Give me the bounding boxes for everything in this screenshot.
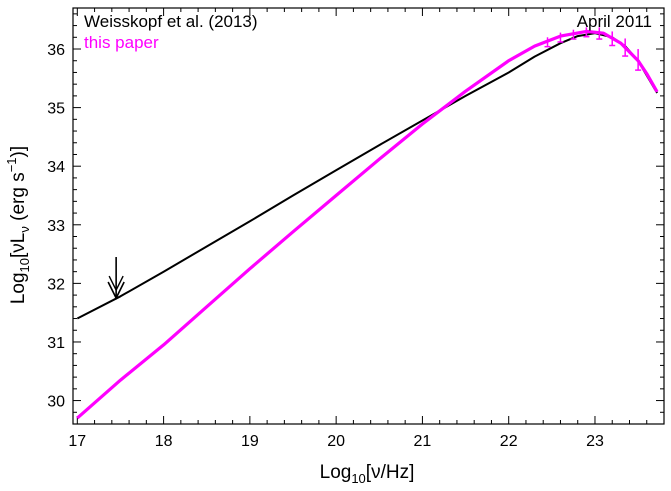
error-bar bbox=[609, 31, 616, 47]
x-tick-label: 19 bbox=[241, 433, 259, 450]
upper-limit-arrow bbox=[107, 257, 125, 300]
error-bar bbox=[596, 27, 603, 40]
error-bar bbox=[583, 27, 590, 38]
y-tick-label: 36 bbox=[47, 42, 65, 59]
legend-entry-weisskopf: Weisskopf et al. (2013) bbox=[84, 12, 258, 31]
y-tick-label: 35 bbox=[47, 101, 65, 118]
series-layer bbox=[76, 29, 659, 420]
y-tick-labels: 30 31 32 33 34 35 36 bbox=[47, 42, 65, 411]
error-bar bbox=[635, 49, 642, 71]
legend-entry-this-paper: this paper bbox=[84, 33, 159, 52]
x-tick-label: 20 bbox=[327, 433, 345, 450]
plot-frame bbox=[72, 7, 665, 425]
x-tick-label: 21 bbox=[414, 433, 432, 450]
marks-layer bbox=[107, 27, 642, 300]
error-bar bbox=[622, 38, 629, 57]
y-tick-label: 34 bbox=[47, 159, 65, 176]
y-tick-label: 33 bbox=[47, 218, 65, 235]
series-line-weisskopf bbox=[76, 32, 658, 320]
y-axis-label: Log10[νLν (erg s−1)] bbox=[4, 146, 32, 304]
x-tick-labels: 17 18 19 20 21 22 23 bbox=[68, 433, 604, 450]
x-tick-label: 18 bbox=[155, 433, 173, 450]
annotation-date: April 2011 bbox=[577, 12, 652, 31]
error-bar bbox=[544, 37, 551, 48]
y-tick-label: 32 bbox=[47, 276, 65, 293]
x-axis-label-sub: 10 bbox=[351, 471, 365, 486]
x-tick-label: 17 bbox=[68, 433, 86, 450]
x-tick-label: 22 bbox=[500, 433, 518, 450]
arrow-head bbox=[107, 281, 125, 300]
arrow-head-inner bbox=[108, 275, 124, 292]
x-tick-label: 23 bbox=[586, 433, 604, 450]
x-axis-label: Log10[ν/Hz] bbox=[320, 462, 415, 486]
y-tick-label: 30 bbox=[47, 394, 65, 411]
axis-ticks bbox=[73, 8, 665, 425]
y-tick-label: 31 bbox=[47, 335, 65, 352]
error-bar bbox=[570, 29, 577, 40]
series-line-this-paper bbox=[76, 29, 659, 420]
error-bar bbox=[557, 32, 564, 43]
